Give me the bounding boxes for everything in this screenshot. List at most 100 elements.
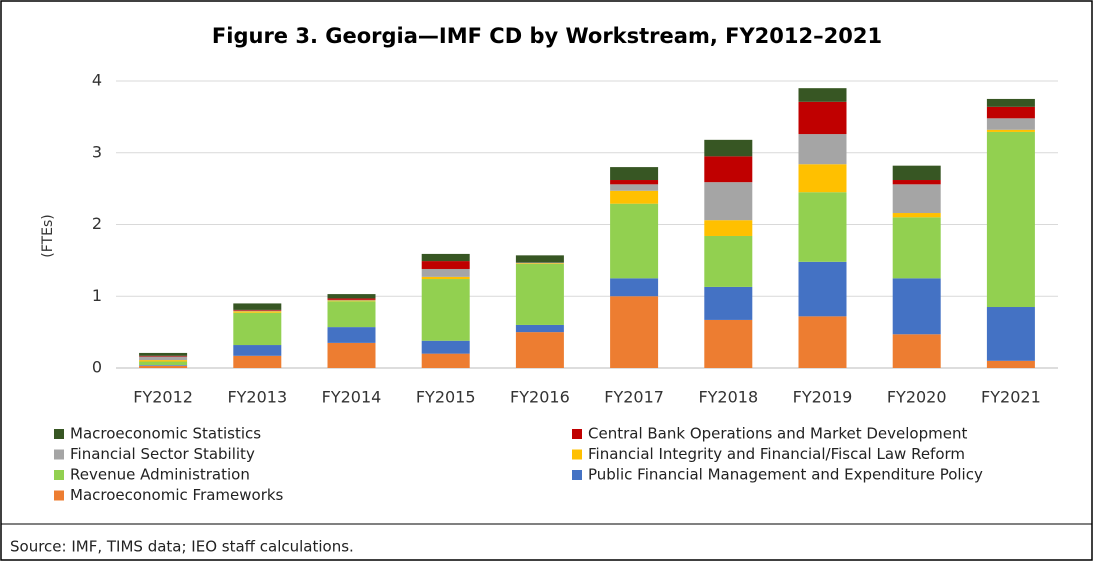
bar-segment	[610, 190, 659, 204]
bar-segment	[421, 268, 470, 277]
bar-segment	[986, 307, 1035, 361]
bar-segment	[327, 294, 376, 299]
legend-label: Macroeconomic Statistics	[70, 425, 261, 443]
bar-segment	[233, 355, 282, 368]
x-tick-label: FY2016	[510, 388, 570, 407]
bar-segment	[798, 261, 847, 317]
bar-segment	[892, 184, 941, 214]
bar-segment	[515, 332, 564, 368]
y-tick-label: 4	[92, 71, 102, 90]
bar-segment	[139, 360, 188, 362]
bar-segment	[892, 217, 941, 279]
source-note: Source: IMF, TIMS data; IEO staff calcul…	[10, 538, 354, 556]
x-tick-label: FY2021	[981, 388, 1041, 407]
bar-segment	[704, 156, 753, 183]
bar-segment	[892, 278, 941, 335]
bar-segment	[233, 345, 282, 356]
bar-segment	[327, 342, 376, 368]
bar-segment	[892, 213, 941, 218]
bar-segment	[704, 319, 753, 368]
bar-segment	[892, 165, 941, 181]
bar-segment	[421, 276, 470, 280]
chart-title: Figure 3. Georgia—IMF CD by Workstream, …	[212, 24, 882, 48]
bar-segment	[798, 101, 847, 135]
legend-swatch	[54, 470, 64, 480]
bar-segment	[233, 303, 282, 310]
y-tick-label: 3	[92, 142, 102, 161]
bar-segment	[704, 139, 753, 157]
bar-segment	[704, 220, 753, 236]
bar-segment	[327, 327, 376, 343]
bar-segment	[610, 167, 659, 181]
x-tick-label: FY2018	[698, 388, 758, 407]
bar-segment	[327, 301, 376, 328]
bar-segment	[421, 253, 470, 262]
bar-segment	[515, 255, 564, 263]
x-tick-label: FY2019	[793, 388, 853, 407]
bar-segment	[892, 334, 941, 368]
bar-segment	[610, 296, 659, 368]
bar-segment	[610, 203, 659, 279]
bar-segment	[798, 164, 847, 193]
bar-segment	[515, 324, 564, 333]
legend-swatch	[572, 449, 582, 460]
legend-label: Financial Sector Stability	[70, 445, 255, 463]
legend-swatch	[54, 429, 64, 439]
legend-label: Macroeconomic Frameworks	[70, 486, 284, 504]
legend-label: Financial Integrity and Financial/Fiscal…	[588, 445, 965, 463]
bar-segment	[704, 182, 753, 221]
bar-segment	[233, 310, 282, 312]
y-tick-label: 1	[92, 286, 102, 305]
bar-segment	[986, 360, 1035, 368]
bar-segment	[704, 235, 753, 287]
bar-segment	[610, 278, 659, 297]
x-tick-label: FY2017	[604, 388, 664, 407]
bar-segment	[139, 365, 188, 368]
bar-segment	[986, 129, 1035, 132]
bar-segment	[233, 309, 282, 311]
bar-segment	[421, 340, 470, 354]
bar-segment	[327, 298, 376, 300]
bar-segment	[139, 355, 188, 357]
bar-segment	[139, 365, 188, 366]
legend-swatch	[572, 429, 582, 439]
y-tick-label: 2	[92, 214, 102, 233]
x-tick-label: FY2014	[322, 388, 382, 407]
bar-segment	[986, 118, 1035, 130]
bar-segment	[139, 356, 188, 361]
bar-segment	[610, 180, 659, 185]
bar-segment	[515, 262, 564, 264]
bar-segment	[798, 88, 847, 102]
bar-segment	[986, 106, 1035, 119]
bar-segment	[233, 312, 282, 346]
bar-segment	[986, 131, 1035, 308]
legend-swatch	[54, 449, 64, 460]
bar-segment	[421, 279, 470, 341]
bar-segment	[798, 316, 847, 368]
legend-label: Revenue Administration	[70, 466, 250, 484]
bar-segment	[704, 286, 753, 320]
bar-segment	[798, 192, 847, 262]
bar-segment	[327, 299, 376, 301]
y-axis-label: (FTEs)	[40, 214, 56, 257]
legend-swatch	[54, 490, 64, 501]
bar-segment	[515, 263, 564, 325]
x-tick-label: FY2020	[887, 388, 947, 407]
x-tick-label: FY2012	[133, 388, 193, 407]
legend-swatch	[572, 470, 582, 480]
bar-segment	[421, 353, 470, 368]
bar-segment	[421, 261, 470, 269]
bar-segment	[327, 300, 376, 302]
y-tick-label: 0	[92, 358, 102, 377]
x-tick-label: FY2015	[416, 388, 476, 407]
legend-label: Central Bank Operations and Market Devel…	[588, 425, 967, 443]
bar-segment	[610, 184, 659, 191]
bar-segment	[798, 134, 847, 165]
bar-segment	[139, 361, 188, 366]
bar-segment	[233, 311, 282, 313]
x-tick-label: FY2013	[227, 388, 287, 407]
bar-segment	[892, 180, 941, 185]
bar-segment	[986, 98, 1035, 107]
